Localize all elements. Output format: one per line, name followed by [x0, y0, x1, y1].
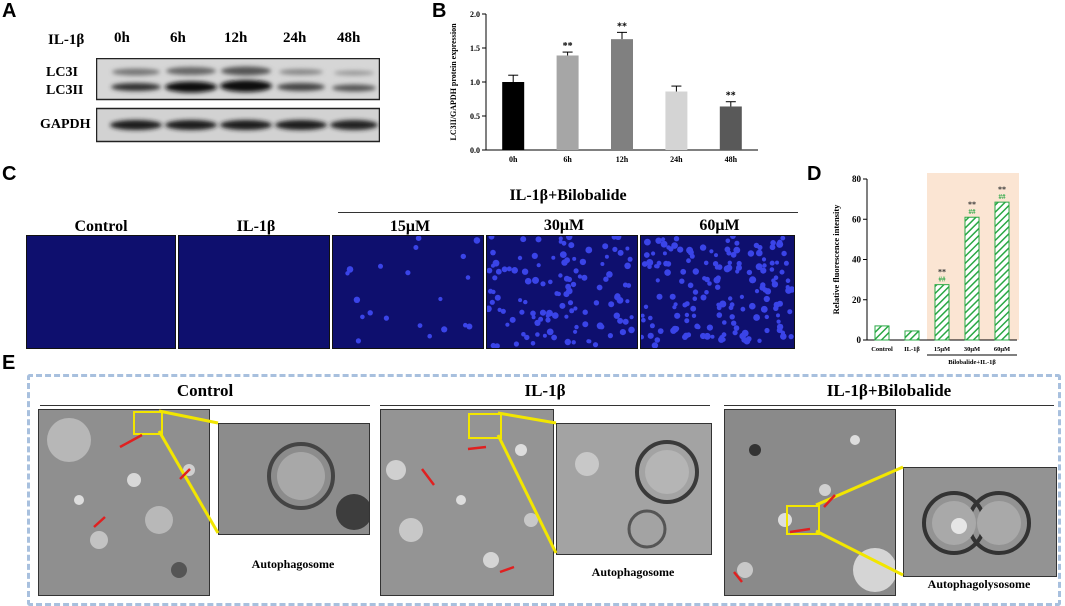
- y-tick-label: 80: [852, 174, 862, 184]
- fluorescence-title: Control: [74, 218, 128, 235]
- significance-label: **: [617, 21, 627, 32]
- zoom-indicator: [468, 413, 502, 439]
- chart-fluorescence-intensity: 0 20 40 60 80 Relative fluorescence intensity…: [831, 173, 1019, 365]
- x-tick-label: 48h: [725, 155, 738, 164]
- y-tick-label: 40: [852, 255, 862, 265]
- y-axis-label: Relative fluorescence intensity: [831, 204, 841, 315]
- fluorescence-title: 15μM: [389, 218, 431, 235]
- y-tick-label: 0.0: [470, 146, 480, 155]
- bar: [934, 284, 950, 341]
- western-blot-panel: IL-1β 0h 6h 12h 24h 48h LC3I LC3II GAPDH: [0, 0, 420, 160]
- y-tick-label: 20: [852, 295, 862, 305]
- em-overview-image: [724, 409, 896, 596]
- y-tick-label: 1.5: [470, 44, 480, 53]
- fluorescence-panel: IL-1β+Bilobalide Control IL-1β 15μM 30μM…: [0, 165, 810, 355]
- x-tick-label: Control: [871, 346, 893, 353]
- fluorescence-image: [178, 235, 330, 349]
- blot-image: [96, 58, 380, 143]
- bar: [611, 39, 633, 150]
- blot-timepoint: 6h: [170, 30, 186, 46]
- fluorescence-title: 60μM: [699, 217, 740, 234]
- y-axis-label: LC3II/GAPDH protein expression: [449, 23, 458, 141]
- significance-label: ##: [939, 276, 947, 284]
- panel-label-e: E: [2, 352, 16, 374]
- blot-timepoint: 48h: [337, 30, 361, 46]
- significance-label: ##: [969, 208, 977, 216]
- x-tick-label: 24h: [670, 155, 683, 164]
- bar: [665, 91, 688, 150]
- x-tick-label: 12h: [616, 155, 629, 164]
- em-caption: Autophagosome: [251, 557, 335, 571]
- fluorescence-group-label: IL-1β+Bilobalide: [509, 187, 627, 204]
- em-caption: Autophagosome: [591, 565, 675, 579]
- panel-label-a: A: [2, 0, 17, 22]
- bar: [874, 325, 890, 341]
- panel-label-c: C: [2, 163, 17, 185]
- x-tick-label: IL-1β: [904, 346, 920, 353]
- fluorescence-image: [639, 233, 796, 349]
- em-group-title: IL-1β: [524, 381, 566, 400]
- fluorescence-title: IL-1β: [236, 218, 276, 235]
- blot-row-label-lc3ii: LC3II: [46, 83, 84, 98]
- blot-treatment-label: IL-1β: [48, 32, 85, 48]
- fluorescence-image: [485, 233, 638, 349]
- significance-label: **: [998, 185, 1006, 194]
- bar: [719, 106, 742, 150]
- y-tick-label: 60: [852, 214, 862, 224]
- em-group-title: Control: [176, 381, 234, 400]
- bar: [502, 82, 525, 150]
- em-zoom-image: [218, 423, 370, 535]
- significance-label: **: [938, 268, 946, 277]
- blot-row-label-gapdh: GAPDH: [40, 117, 91, 132]
- x-tick-label: 6h: [563, 155, 572, 164]
- group-divider: [380, 405, 710, 406]
- em-overview-image: [38, 409, 210, 596]
- em-zoom-image: [556, 423, 712, 555]
- panel-label-b: B: [432, 0, 447, 22]
- zoom-connector-lines: [93, 409, 904, 583]
- significance-label: **: [563, 41, 573, 52]
- chart-lc3ii-expression: 0.0 0.5 1.0 1.5 2.0 LC3II/GAPDH protein expre…: [449, 10, 758, 164]
- fluorescence-image: [26, 235, 176, 349]
- em-caption: Autophagolysosome: [927, 577, 1031, 591]
- bar: [904, 330, 920, 341]
- y-tick-label: 2.0: [470, 10, 480, 19]
- fluorescence-title: 30μM: [543, 217, 585, 234]
- y-tick-label: 0: [857, 335, 862, 345]
- significance-label: **: [726, 91, 736, 102]
- bar: [994, 201, 1010, 341]
- x-tick-label: 0h: [509, 155, 518, 164]
- zoom-indicator: [133, 411, 163, 435]
- blot-timepoint: 24h: [283, 30, 307, 46]
- em-group-title: IL-1β+Bilobalide: [826, 381, 952, 400]
- blot-timepoint: 0h: [114, 30, 130, 46]
- em-overview-image: [380, 409, 554, 596]
- y-tick-label: 1.0: [470, 78, 480, 87]
- em-zoom-image: [903, 467, 1057, 577]
- panel-label-d: D: [807, 163, 822, 185]
- zoom-indicator: [786, 505, 820, 535]
- bar: [556, 55, 579, 151]
- blot-row-label-lc3i: LC3I: [46, 65, 78, 80]
- y-tick-label: 0.5: [470, 112, 480, 121]
- group-divider: [40, 405, 370, 406]
- group-divider: [338, 212, 798, 213]
- bar: [964, 216, 980, 341]
- x-tick-label: 15μM: [934, 346, 950, 353]
- blot-timepoint: 12h: [224, 30, 248, 46]
- em-panel: Control Autophagosome IL-1β: [27, 374, 1061, 606]
- significance-label: ##: [999, 193, 1007, 201]
- x-tick-label: 30μM: [964, 346, 980, 353]
- x-tick-label: 60μM: [994, 346, 1010, 353]
- significance-label: **: [968, 200, 976, 209]
- group-label: Bilobalide+IL-1β: [948, 359, 996, 365]
- group-divider: [724, 405, 1054, 406]
- fluorescence-image: [332, 235, 484, 349]
